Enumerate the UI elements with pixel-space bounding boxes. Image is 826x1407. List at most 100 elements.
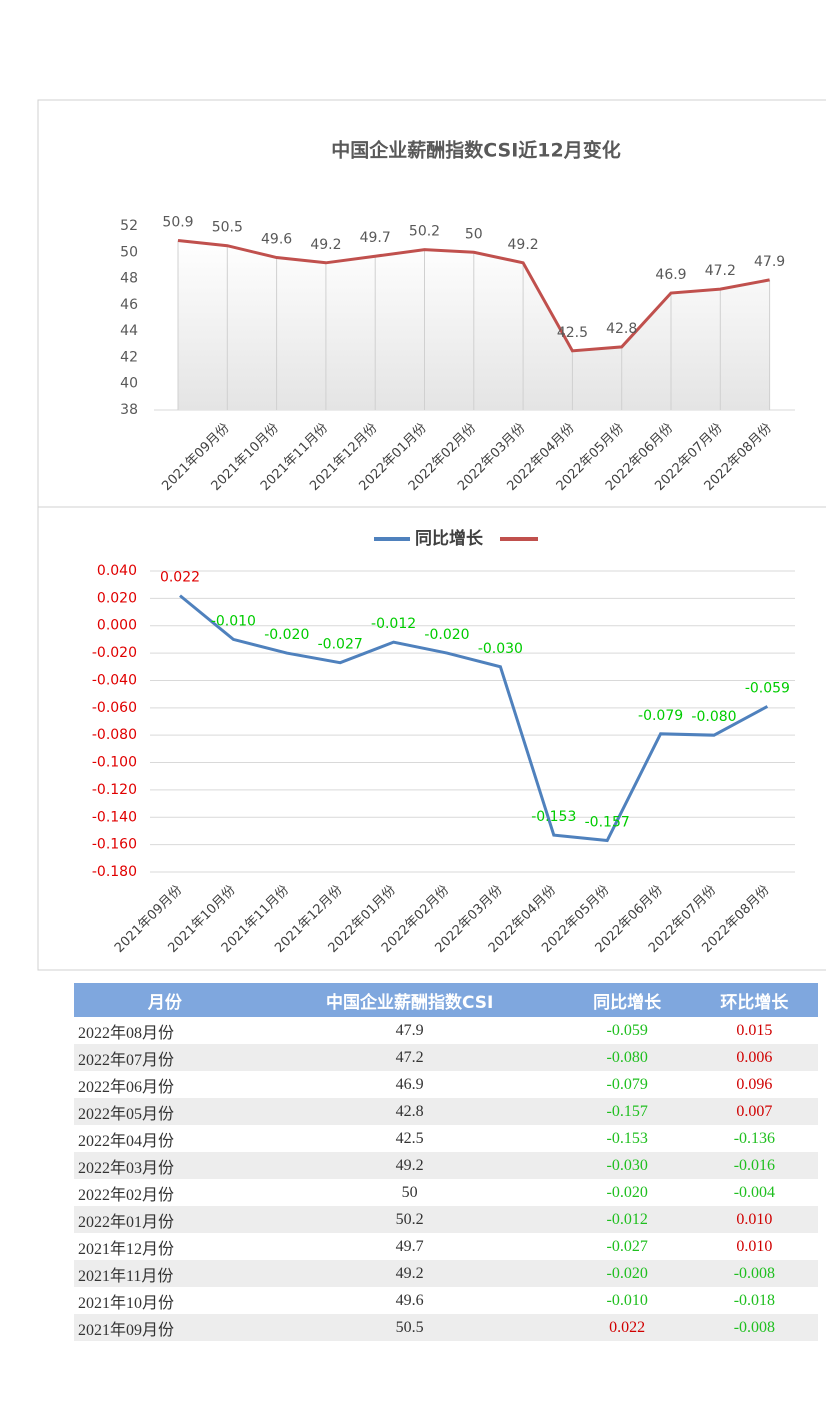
y-tick-label: 0.040 [97,563,137,579]
cell: -0.080 [563,1044,691,1071]
cell: 46.9 [395,1075,424,1093]
y-tick-label: 0.000 [97,618,137,634]
cell: -0.020 [606,1183,648,1201]
cell: 2021年12月份 [78,1240,175,1258]
data-label: -0.030 [478,641,523,657]
cell: 47.9 [395,1021,424,1039]
cell: 49.6 [395,1291,424,1309]
cell: 0.007 [690,1098,818,1125]
cell: 2022年06月份 [78,1078,175,1096]
data-label: -0.153 [531,809,576,825]
cell: 0.010 [690,1206,818,1233]
cell: -0.136 [733,1129,776,1147]
cell: -0.059 [606,1021,648,1039]
y-tick-label: 52 [120,218,138,234]
cell: -0.016 [690,1152,818,1179]
cell: -0.008 [690,1260,818,1287]
data-label: 47.9 [754,254,785,270]
data-label: 49.6 [261,232,292,248]
cell: 2022年04月份 [78,1132,175,1150]
row: 2022年05月份 42.8 -0.157 0.007 [74,1098,818,1125]
cell: 42.5 [395,1129,424,1147]
data-label: -0.080 [691,709,736,725]
data-label: -0.020 [264,627,309,643]
cell: -0.008 [690,1314,818,1341]
data-label: -0.010 [211,613,256,629]
y-tick-label: 40 [120,376,138,392]
cell: -0.153 [606,1129,648,1147]
cell: 2021年09月份 [74,1314,256,1341]
data-label: 50.2 [409,224,440,240]
cell: -0.010 [606,1291,648,1309]
cell: 2022年01月份 [74,1206,256,1233]
data-label: 49.7 [360,230,391,246]
cell: 47.2 [255,1044,564,1071]
cell: -0.157 [563,1098,691,1125]
cell: 2022年07月份 [74,1044,256,1071]
y-tick-label: 44 [120,323,138,339]
row: 2022年06月份 46.9 -0.079 0.096 [74,1071,818,1098]
y-tick-label: 48 [120,271,138,287]
y-tick-label: 38 [120,402,138,418]
data-label: 42.8 [606,321,637,337]
data-label: 50.5 [212,220,243,236]
y-tick-label: -0.080 [92,727,137,743]
y-tick-label: -0.020 [92,645,137,661]
data-label: -0.012 [371,616,416,632]
y-tick-label: 46 [120,297,138,313]
cell: 50 [401,1183,418,1201]
row: 2021年09月份 50.5 0.022 -0.008 [74,1314,818,1341]
cell: -0.030 [563,1152,691,1179]
y-tick-label: -0.100 [92,755,137,771]
row: 2022年08月份 47.9 -0.059 0.015 [74,1017,818,1044]
y-tick-label: 42 [120,349,138,365]
cell: 2022年02月份 [78,1186,175,1204]
cell: 2022年08月份 [78,1024,175,1042]
data-label: 49.2 [508,237,539,253]
cell: -0.020 [563,1260,691,1287]
charts: 中国企业薪酬指数CSI近12月变化 38404244464850522021年0… [37,99,826,971]
cell: 0.096 [736,1075,773,1093]
cell: 50.2 [255,1206,564,1233]
y-tick-label: -0.160 [92,837,137,853]
cell: 0.006 [690,1044,818,1071]
legend-label: 同比增长 [415,528,484,549]
y-tick-label: -0.060 [92,700,137,716]
cell: 0.022 [563,1314,691,1341]
header-cell: 月份 [74,983,256,1017]
cell: -0.027 [606,1237,648,1255]
line [179,594,769,843]
y-tick-label: -0.120 [92,782,137,798]
y-tick-label: 0.020 [97,590,137,606]
chart-frame [37,506,826,971]
cell: 2021年10月份 [78,1294,175,1312]
cell: -0.004 [733,1183,776,1201]
y-tick-label: -0.040 [92,672,137,688]
data-label: 46.9 [655,267,686,283]
data-label: 0.022 [160,570,200,586]
data-label: 42.5 [557,325,588,341]
cell: 2021年11月份 [74,1260,256,1287]
cell: 50.5 [255,1314,564,1341]
cell: 49.2 [255,1260,564,1287]
y-tick-label: -0.140 [92,809,137,825]
cell: 49.2 [255,1152,564,1179]
cell: 0.010 [736,1237,773,1255]
row: 2022年02月份 50 -0.020 -0.004 [74,1179,818,1206]
cell: 2022年03月份 [74,1152,256,1179]
data-label: 50 [465,226,483,242]
cell: -0.012 [563,1206,691,1233]
data-label: 50.9 [162,214,193,230]
chart-title: 中国企业薪酬指数CSI近12月变化 [331,139,621,162]
row: 2022年01月份 50.2 -0.012 0.010 [74,1206,818,1233]
row: 2021年11月份 49.2 -0.020 -0.008 [74,1260,818,1287]
y-tick-label: -0.180 [92,864,137,880]
cell: -0.018 [733,1291,776,1309]
data-label: -0.059 [745,680,790,696]
cell: 49.7 [395,1237,424,1255]
data-label: -0.020 [424,627,469,643]
row: 2022年07月份 47.2 -0.080 0.006 [74,1044,818,1071]
table: 月份 中国企业薪酬指数CSI 同比增长 环比增长 2022年08月份 47.9 -0.059… [74,983,818,1341]
row: 2021年10月份 49.6 -0.010 -0.018 [74,1287,818,1314]
